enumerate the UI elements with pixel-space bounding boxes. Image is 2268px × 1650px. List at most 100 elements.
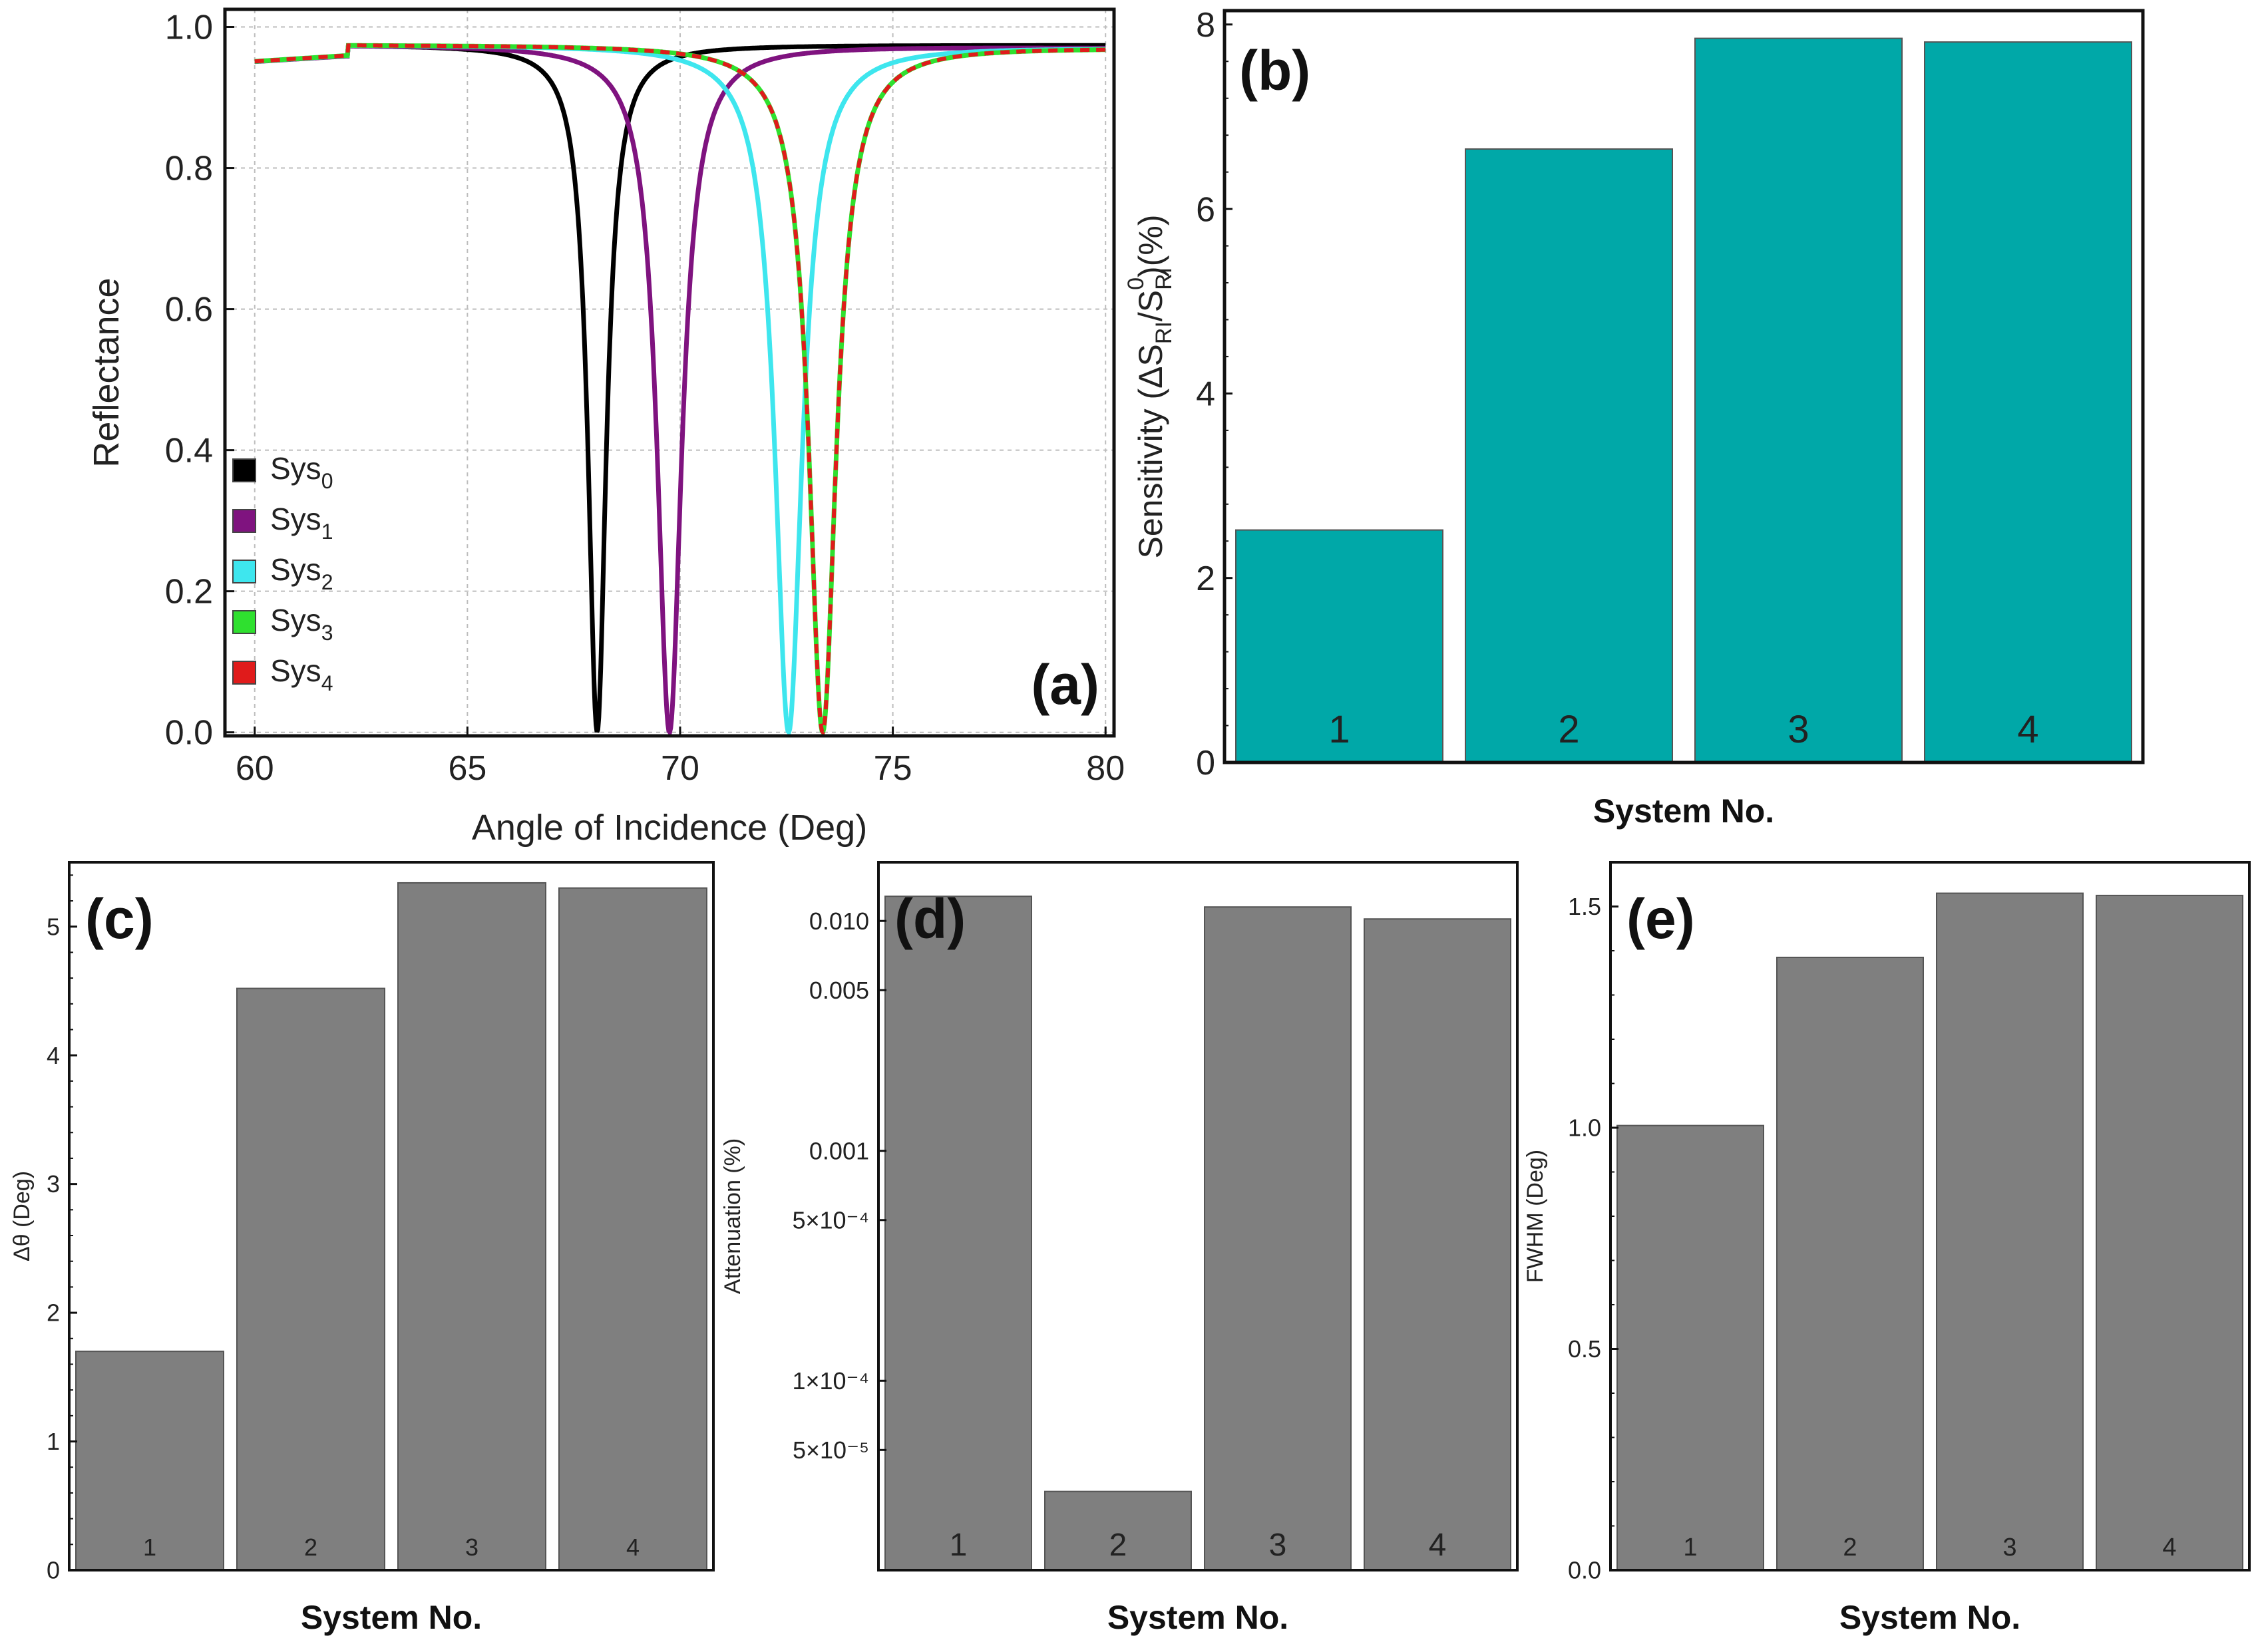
a-legend-subscript: 1 <box>321 520 333 544</box>
d-bar-1 <box>884 896 1032 1571</box>
e-y-tick-label: 1.5 <box>1568 893 1601 920</box>
a-y-tick-label: 1.0 <box>165 9 213 47</box>
a-legend-label-sys2: Sys2 <box>270 552 333 594</box>
c-bar-category-label: 1 <box>143 1534 156 1561</box>
panel-c-delta-theta-chart: 1 2 3 4 0 1 2 3 4 5 Δθ (Deg) System No. (c) <box>9 861 715 1636</box>
a-series-line-sys4 <box>254 43 1106 737</box>
e-y-tick-label: 0.0 <box>1568 1557 1601 1584</box>
a-x-axis-label: Angle of Incidence (Deg) <box>472 808 867 848</box>
b-plot-frame <box>1223 9 2145 764</box>
c-bar-category-label: 4 <box>626 1534 640 1561</box>
c-plot-frame <box>68 861 715 1571</box>
d-y-tick-label: 5×10⁻⁴ <box>792 1206 869 1234</box>
d-y-axis-label: Attenuation (%) <box>720 1138 745 1294</box>
b-ylabel-part: Sensitivity (ΔS <box>1132 344 1169 558</box>
e-y-tick-label: 1.0 <box>1568 1114 1601 1142</box>
a-legend-swatch-sys2 <box>232 560 256 583</box>
a-legend-subscript: 3 <box>321 621 333 645</box>
d-y-tick-label: 0.005 <box>809 977 869 1004</box>
a-legend-swatch-sys1 <box>232 509 256 533</box>
b-y-tick-label: 0 <box>1196 744 1215 782</box>
e-bar-4 <box>2096 894 2243 1571</box>
a-curves <box>254 43 1106 738</box>
b-y-ticks: 0 2 4 6 8 <box>1196 6 1232 782</box>
e-bar-3 <box>1936 892 2084 1571</box>
d-y-ticks: 0.010 0.005 0.001 5×10⁻⁴ 1×10⁻⁴ 5×10⁻⁵ <box>792 908 886 1464</box>
b-y-tick-label: 4 <box>1196 375 1215 414</box>
b-bars: 1 2 3 4 <box>1235 37 2132 764</box>
a-x-tick-label: 80 <box>1086 749 1125 788</box>
c-y-tick-label: 2 <box>47 1299 60 1327</box>
b-y-axis-label: Sensitivity (ΔSRI/SRI0)(%) <box>1123 215 1177 559</box>
b-bar-category-label: 3 <box>1788 708 1809 751</box>
d-bar-category-label: 2 <box>1109 1528 1127 1563</box>
a-x-ticks: 60 65 70 75 80 <box>236 727 1125 788</box>
b-panel-label: (b) <box>1239 39 1310 102</box>
a-legend-name: Sys <box>270 653 321 688</box>
a-x-tick-label: 65 <box>448 749 486 788</box>
e-panel-label: (e) <box>1626 888 1695 950</box>
b-ylabel-part: 0 <box>1123 277 1149 290</box>
c-bar-1 <box>75 1351 224 1571</box>
a-y-ticks: 0.0 0.2 0.4 0.6 0.8 1.0 <box>165 9 234 752</box>
a-y-tick-label: 0.6 <box>165 291 213 329</box>
b-bar-category-label: 4 <box>2017 708 2038 751</box>
e-y-ticks: 0.0 0.5 1.0 1.5 <box>1568 893 1618 1584</box>
a-legend-label-sys4: Sys4 <box>270 653 333 695</box>
b-bar-category-label: 2 <box>1558 708 1579 751</box>
c-y-tick-label: 5 <box>47 913 60 940</box>
d-x-axis-label: System No. <box>1107 1599 1288 1636</box>
a-panel-label: (a) <box>1031 653 1099 716</box>
d-plot-frame <box>877 861 1519 1571</box>
a-legend-label-sys3: Sys3 <box>270 603 333 645</box>
a-legend-name: Sys <box>270 552 321 587</box>
a-legend-swatch-sys3 <box>232 610 256 634</box>
c-bar-3 <box>397 882 546 1571</box>
b-ylabel-part: RI <box>1151 321 1177 344</box>
d-bar-3 <box>1204 906 1352 1571</box>
a-y-tick-label: 0.8 <box>165 150 213 188</box>
panel-a-reflectance-chart: 60 65 70 75 80 0.0 0.2 0.4 0.6 0.8 1.0 Angle of I… <box>87 7 1125 848</box>
b-y-tick-label: 2 <box>1196 560 1215 598</box>
a-legend-name: Sys <box>270 603 321 637</box>
c-bar-category-label: 2 <box>304 1534 317 1561</box>
d-panel-label: (d) <box>894 888 966 950</box>
a-y-tick-label: 0.4 <box>165 432 213 470</box>
b-bar-2 <box>1465 148 1673 763</box>
b-y-tick-label: 8 <box>1196 6 1215 45</box>
b-x-axis-label: System No. <box>1593 792 1774 830</box>
a-gridlines <box>225 9 1114 736</box>
c-y-tick-label: 1 <box>47 1428 60 1455</box>
e-y-axis-label: FWHM (Deg) <box>1523 1150 1548 1283</box>
e-bar-category-label: 2 <box>1843 1534 1857 1562</box>
c-bar-category-label: 3 <box>465 1534 478 1561</box>
e-bar-category-label: 4 <box>2162 1534 2176 1562</box>
a-y-tick-label: 0.2 <box>165 573 213 611</box>
c-bar-4 <box>558 887 707 1571</box>
c-x-axis-label: System No. <box>301 1599 482 1636</box>
b-bar-4 <box>1924 41 2132 763</box>
a-x-tick-label: 75 <box>874 749 912 788</box>
b-bar-1 <box>1235 529 1443 764</box>
d-y-tick-label: 1×10⁻⁴ <box>792 1367 869 1395</box>
e-y-tick-label: 0.5 <box>1568 1335 1601 1363</box>
d-bar-2 <box>1044 1490 1192 1571</box>
a-legend-name: Sys <box>270 502 321 536</box>
b-ylabel-part: /S <box>1132 290 1169 321</box>
a-legend-subscript: 0 <box>321 469 333 493</box>
c-bars: 1 2 3 4 <box>75 882 707 1571</box>
a-legend-swatch-sys0 <box>232 458 256 482</box>
e-bar-2 <box>1776 956 1924 1571</box>
d-y-tick-label: 0.001 <box>809 1137 869 1164</box>
c-y-ticks: 0 1 2 3 4 5 <box>47 874 77 1584</box>
c-y-axis-label: Δθ (Deg) <box>9 1171 35 1261</box>
e-x-axis-label: System No. <box>1839 1599 2020 1636</box>
a-y-axis-label: Reflectance <box>87 277 126 467</box>
a-legend-name: Sys <box>270 451 321 486</box>
a-legend-swatch-sys4 <box>232 661 256 685</box>
d-bar-category-label: 4 <box>1429 1528 1447 1563</box>
